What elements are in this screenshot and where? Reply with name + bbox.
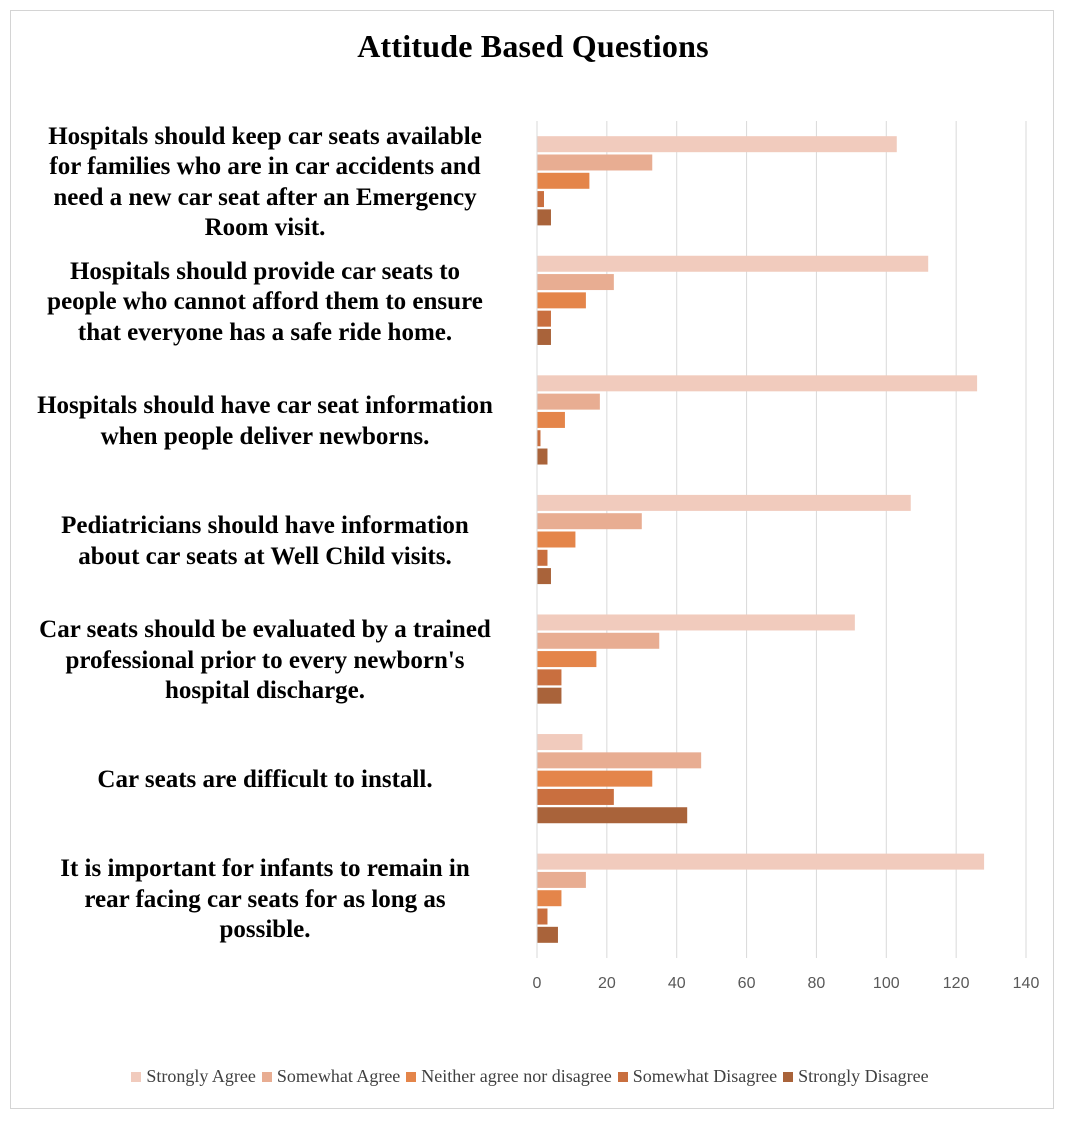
bar-strongly-agree-5 — [537, 734, 583, 751]
legend-item: Somewhat Disagree — [617, 1066, 778, 1087]
category-label-line: It is important for infants to remain in — [60, 855, 470, 883]
x-tick-label: 20 — [598, 975, 616, 992]
bar-strongly-disagree-2 — [537, 448, 548, 465]
bar-somewhat-agree-3 — [537, 513, 642, 530]
bar-strongly-disagree-0 — [537, 209, 551, 226]
bar-strongly-agree-4 — [537, 614, 855, 631]
bar-neither-agree-nor-disagree-4 — [537, 651, 597, 668]
legend-swatch — [783, 1071, 794, 1082]
bar-strongly-agree-2 — [537, 375, 978, 392]
bar-strongly-agree-1 — [537, 255, 929, 272]
chart-legend: Strongly Agree Somewhat Agree Neither agre… — [0, 1066, 1066, 1087]
category-label: It is important for infants to remain in… — [16, 854, 514, 946]
chart-frame — [10, 10, 1054, 1109]
bar-somewhat-agree-5 — [537, 752, 702, 769]
category-label-line: possible. — [219, 916, 311, 944]
category-label: Pediatricians should have information abo… — [16, 511, 514, 572]
x-tick-label: 140 — [1013, 975, 1040, 992]
legend-item: Neither agree nor disagree — [406, 1066, 612, 1087]
category-label-line: need a new car seat after an Emergency — [53, 183, 477, 211]
category-label-line: that everyone has a safe ride home. — [77, 318, 453, 346]
bar-neither-agree-nor-disagree-5 — [537, 770, 653, 787]
category-label-line: rear facing car seats for as long as — [84, 885, 446, 913]
bar-neither-agree-nor-disagree-2 — [537, 411, 565, 428]
bar-somewhat-disagree-5 — [537, 788, 614, 805]
bar-strongly-disagree-3 — [537, 568, 551, 585]
legend-label: Strongly Agree — [146, 1066, 256, 1086]
category-label-line: hospital discharge. — [164, 677, 366, 705]
category-label-line: Hospitals should keep car seats availabl… — [48, 122, 482, 150]
category-label-line: Hospitals should have car seat informati… — [37, 392, 493, 420]
bar-somewhat-disagree-1 — [537, 310, 551, 327]
category-label: Hospitals should keep car seats availabl… — [16, 122, 514, 244]
legend-swatch — [406, 1071, 417, 1082]
bar-neither-agree-nor-disagree-1 — [537, 292, 586, 309]
bar-strongly-disagree-4 — [537, 687, 562, 704]
category-label-line: for families who are in car accidents an… — [49, 153, 481, 181]
bar-strongly-disagree-6 — [537, 926, 558, 943]
category-label: Hospitals should provide car seats to peo… — [16, 257, 514, 349]
legend-item: Somewhat Agree — [261, 1066, 401, 1087]
bar-somewhat-disagree-6 — [537, 908, 548, 925]
legend-swatch — [617, 1071, 628, 1082]
bar-somewhat-disagree-3 — [537, 549, 548, 566]
bar-strongly-agree-6 — [537, 853, 985, 870]
category-label-line: Hospitals should provide car seats to — [69, 257, 461, 285]
category-label-line: professional prior to every newborn's — [65, 646, 465, 674]
legend-label: Somewhat Agree — [276, 1066, 401, 1086]
bar-strongly-agree-3 — [537, 494, 911, 511]
legend-swatch — [261, 1071, 272, 1082]
bar-strongly-agree-0 — [537, 136, 897, 153]
bar-somewhat-agree-6 — [537, 871, 586, 888]
category-label-line: people who cannot afford them to ensure — [47, 288, 483, 316]
category-label: Car seats are difficult to install. — [16, 765, 514, 796]
bar-neither-agree-nor-disagree-6 — [537, 890, 562, 907]
x-tick-label: 0 — [533, 975, 542, 992]
legend-label: Somewhat Disagree — [632, 1066, 778, 1086]
category-label-line: Room visit. — [204, 214, 326, 242]
category-label-line: when people deliver newborns. — [100, 422, 430, 450]
bar-neither-agree-nor-disagree-0 — [537, 172, 590, 189]
chart-title: Attitude Based Questions — [357, 28, 709, 64]
x-tick-label: 60 — [738, 975, 756, 992]
bar-somewhat-disagree-0 — [537, 191, 544, 208]
bar-somewhat-agree-4 — [537, 632, 660, 649]
legend-swatch — [131, 1071, 142, 1082]
x-tick-label: 80 — [808, 975, 826, 992]
x-tick-label: 100 — [873, 975, 900, 992]
bar-somewhat-agree-0 — [537, 154, 653, 171]
category-label: Car seats should be evaluated by a train… — [16, 615, 514, 707]
legend-label: Strongly Disagree — [798, 1066, 929, 1086]
legend-item: Strongly Agree — [131, 1066, 256, 1087]
category-label-line: Pediatricians should have information — [61, 512, 469, 539]
bar-somewhat-agree-1 — [537, 274, 614, 291]
category-label: Hospitals should have car seat informati… — [16, 391, 514, 452]
category-label-line: about car seats at Well Child visits. — [78, 542, 452, 570]
bar-somewhat-disagree-4 — [537, 669, 562, 686]
bar-strongly-disagree-5 — [537, 807, 688, 824]
category-label-line: Car seats are difficult to install. — [97, 766, 433, 794]
legend-item: Strongly Disagree — [783, 1066, 929, 1087]
category-label-line: Car seats should be evaluated by a train… — [39, 616, 491, 644]
legend-label: Neither agree nor disagree — [421, 1066, 612, 1086]
x-tick-label: 40 — [668, 975, 686, 992]
bar-strongly-disagree-1 — [537, 328, 551, 345]
bar-somewhat-disagree-2 — [537, 430, 541, 447]
bar-somewhat-agree-2 — [537, 393, 600, 410]
bar-neither-agree-nor-disagree-3 — [537, 531, 576, 548]
x-tick-label: 120 — [943, 975, 970, 992]
